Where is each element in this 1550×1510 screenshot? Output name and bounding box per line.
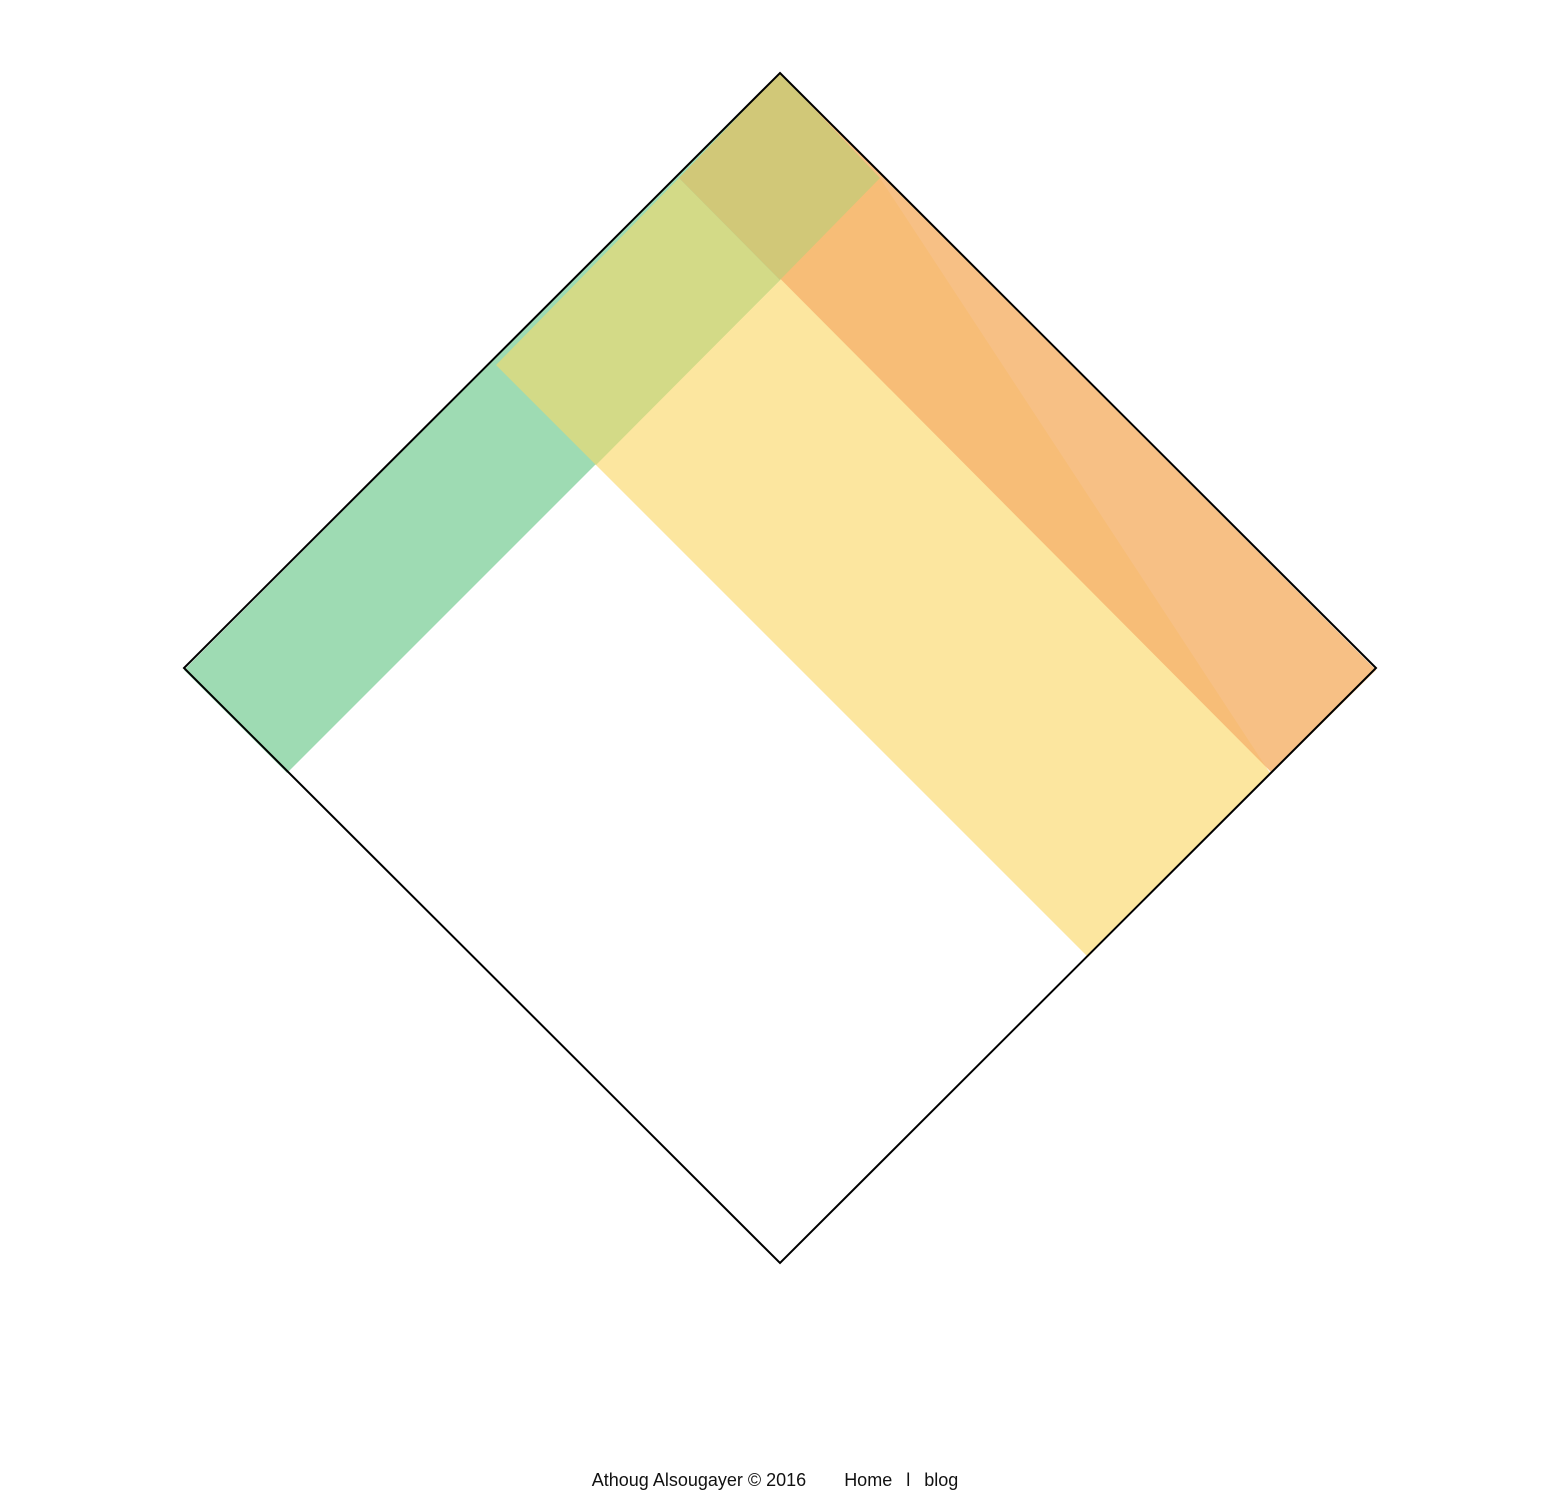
blog-link[interactable]: blog [924,1469,959,1490]
copyright-text: Athoug Alsougayer © 2016 [591,1469,807,1490]
home-link[interactable]: Home [844,1469,893,1490]
diamond-outline [182,71,1378,1265]
green-yellow-overlap [496,178,780,465]
footer-separator: l [906,1469,911,1490]
yellow-band [496,178,1270,957]
footer: Athoug Alsougayer © 2016 Home l blog [0,1466,1550,1494]
top-cap-overlap [679,73,880,280]
orange-band [680,73,1376,773]
